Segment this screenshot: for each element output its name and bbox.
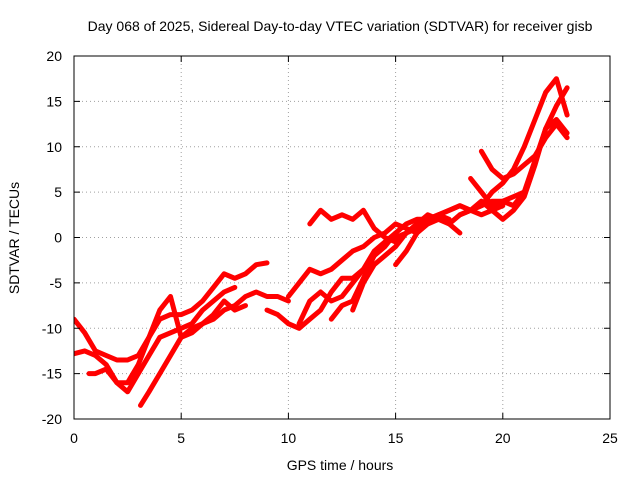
chart-title: Day 068 of 2025, Sidereal Day-to-day VTE… bbox=[88, 18, 593, 34]
series-layer bbox=[74, 76, 570, 408]
x-tick-label: 5 bbox=[177, 430, 185, 446]
y-tick-label: 0 bbox=[54, 230, 62, 246]
grid-lines bbox=[74, 56, 610, 419]
series-line-track-13 bbox=[457, 76, 570, 218]
series-line-track-10 bbox=[350, 203, 506, 313]
x-tick-label: 15 bbox=[388, 430, 404, 446]
series-line-track-5 bbox=[264, 230, 399, 331]
y-tick-label: -20 bbox=[42, 411, 62, 427]
x-axis-label: GPS time / hours bbox=[287, 457, 394, 473]
x-tick-label: 20 bbox=[495, 430, 511, 446]
series-line-track-15 bbox=[468, 176, 527, 209]
series-line-track-1 bbox=[74, 260, 270, 363]
series-line-track-4 bbox=[138, 289, 291, 408]
series-line-track-11 bbox=[393, 85, 570, 268]
y-tick-label: -10 bbox=[42, 320, 62, 336]
series-line-track-2 bbox=[74, 284, 238, 395]
y-axis-label: SDTVAR / TECUs bbox=[6, 182, 22, 294]
axis-ticks: 0 5 10 15 20 25 -20 -15 -10 -5 0 5 10 15 20 bbox=[42, 48, 618, 446]
y-tick-label: 20 bbox=[46, 48, 62, 64]
x-tick-label: 0 bbox=[70, 430, 78, 446]
y-tick-label: 15 bbox=[46, 93, 62, 109]
y-tick-label: 5 bbox=[54, 184, 62, 200]
x-tick-label: 25 bbox=[602, 430, 618, 446]
series-line-track-6 bbox=[285, 221, 420, 299]
y-tick-label: 10 bbox=[46, 139, 62, 155]
y-tick-label: -15 bbox=[42, 366, 62, 382]
y-tick-label: -5 bbox=[50, 275, 63, 291]
series-line-track-3 bbox=[86, 294, 248, 386]
series-line-track-14 bbox=[478, 121, 570, 181]
x-tick-label: 10 bbox=[281, 430, 297, 446]
